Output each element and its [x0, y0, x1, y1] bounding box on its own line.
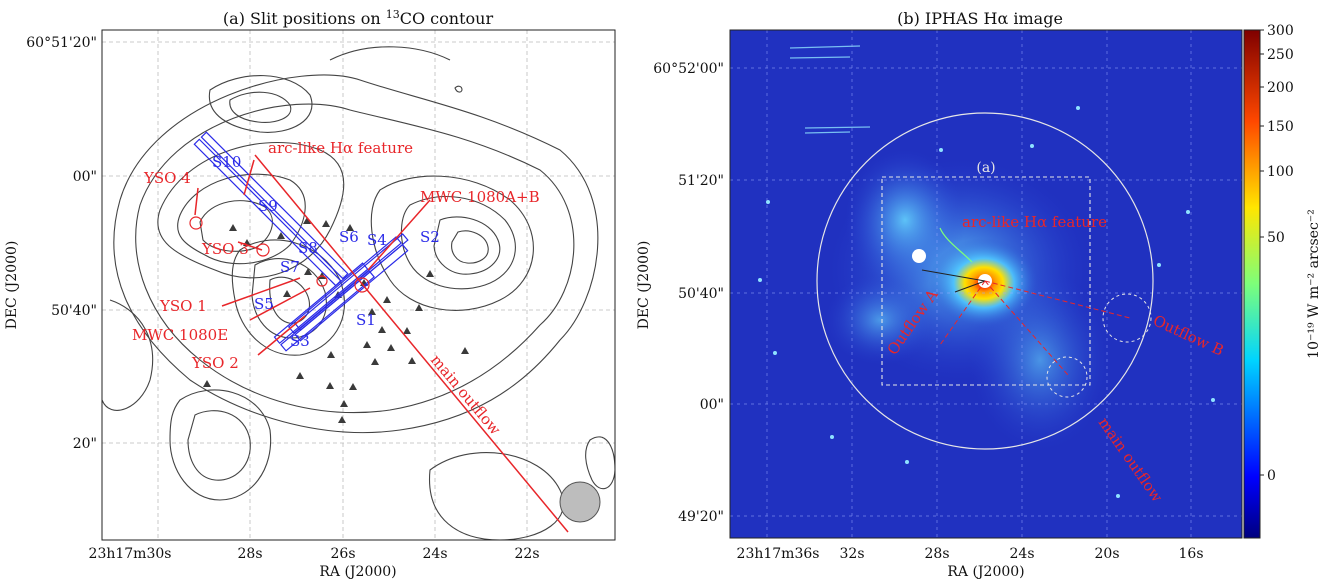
b-ytick: 51'20"	[678, 173, 724, 189]
panel-a-ylabel: DEC (J2000)	[4, 241, 20, 330]
yso2-label: YSO 2	[191, 354, 239, 372]
a-ytick: 60°51'20"	[26, 35, 97, 51]
panel-b: (b) IPHAS Hα image	[636, 9, 1322, 580]
panel-b-xlabel: RA (J2000)	[947, 564, 1024, 580]
a-xtick: 28s	[238, 546, 263, 562]
a-ytick: 00"	[73, 169, 97, 185]
panel-b-frame	[729, 29, 1243, 539]
slit-label-s6: S6	[339, 228, 359, 246]
b-ytick: 49'20"	[678, 509, 724, 525]
b-ytick: 00"	[700, 397, 724, 413]
b-ytick: 60°52'00"	[653, 61, 724, 77]
colorbar-tick-label: 200	[1267, 80, 1294, 96]
slit-label-s1: S1	[356, 311, 376, 329]
arc-like-label-b: arc-like Hα feature	[962, 213, 1107, 231]
panel-b-xticks: 23h17m36s 32s 28s 24s 20s 16s	[737, 546, 1204, 562]
panel-a-xlabel: RA (J2000)	[319, 564, 396, 580]
colorbar-tick-label: 300	[1267, 23, 1294, 39]
colorbar-label: 10⁻¹⁹ W m⁻² arcsec⁻²	[1306, 209, 1322, 359]
a-ytick: 20"	[73, 436, 97, 452]
a-xtick: 24s	[423, 546, 448, 562]
panel-a-slit-labels: S10 S9 S8 S7 S6 S5 S4 S3 S2 S1	[212, 153, 440, 350]
slit-label-s4: S4	[367, 231, 387, 249]
mwc1080e-label: MWC 1080E	[132, 326, 228, 344]
a-ytick: 50'40"	[51, 303, 97, 319]
b-xtick: 28s	[925, 546, 950, 562]
b-xtick: 16s	[1179, 546, 1204, 562]
yso-markers	[189, 216, 370, 293]
panel-a-stars	[203, 217, 469, 423]
co-contours	[102, 46, 615, 540]
beam-size-circle	[559, 481, 601, 523]
a-xtick: 22s	[515, 546, 540, 562]
panel-b-title: (b) IPHAS Hα image	[897, 9, 1063, 28]
colorbar-ticks: 300 250 200 150 100 50 0	[1260, 23, 1294, 484]
slit-label-s5: S5	[254, 295, 274, 313]
b-xtick: 20s	[1095, 546, 1120, 562]
colorbar-gradient	[1243, 29, 1261, 539]
panel-b-overlays	[816, 112, 1154, 450]
yso3-label: YSO 3	[201, 240, 249, 258]
slit-label-s3: S3	[290, 332, 310, 350]
region-a-label: (a)	[976, 160, 995, 176]
panel-a-yticks: 60°51'20" 00" 50'40" 20"	[26, 35, 97, 452]
b-ytick: 50'40"	[678, 286, 724, 302]
panel-a-frame	[101, 29, 616, 541]
slit-label-s7: S7	[280, 258, 300, 276]
panel-a-title: (a) Slit positions on 13CO contour	[223, 8, 494, 28]
panel-a: (a) Slit positions on 13CO contour	[4, 8, 616, 580]
yso1-label: YSO 1	[159, 297, 207, 315]
colorbar-tick-label: 0	[1267, 468, 1276, 484]
main-outflow-label-a: main outflow	[427, 351, 505, 439]
arc-like-label: arc-like Hα feature	[268, 139, 413, 157]
colorbar-tick-label: 50	[1267, 230, 1285, 246]
a-xtick: 26s	[331, 546, 356, 562]
b-xtick: 24s	[1010, 546, 1035, 562]
panel-b-grid	[730, 30, 1242, 538]
colorbar-tick-label: 150	[1267, 119, 1294, 135]
slit-label-s9: S9	[258, 197, 278, 215]
b-xtick: 32s	[840, 546, 865, 562]
colorbar-tick-label: 100	[1267, 164, 1294, 180]
slit-label-s2: S2	[420, 228, 440, 246]
outflow-lines	[194, 154, 569, 533]
panel-b-ylabel: DEC (J2000)	[636, 241, 652, 330]
halpha-image	[730, 30, 1242, 538]
panel-a-xticks: 23h17m30s 28s 26s 24s 22s	[89, 546, 540, 562]
slit-label-s8: S8	[298, 239, 318, 257]
mwc1080ab-label: MWC 1080A+B	[420, 188, 540, 206]
b-xtick: 23h17m36s	[737, 546, 820, 562]
a-xtick: 23h17m30s	[89, 546, 172, 562]
yso4-label: YSO 4	[143, 169, 191, 187]
panel-a-grid	[102, 30, 615, 540]
slit-label-s10: S10	[212, 153, 241, 171]
panel-b-yticks: 60°52'00" 51'20" 50'40" 00" 49'20"	[653, 61, 724, 525]
colorbar: 300 250 200 150 100 50 0 10⁻¹⁹ W m⁻² arcsec⁻²	[1243, 23, 1322, 539]
colorbar-tick-label: 250	[1267, 47, 1294, 63]
